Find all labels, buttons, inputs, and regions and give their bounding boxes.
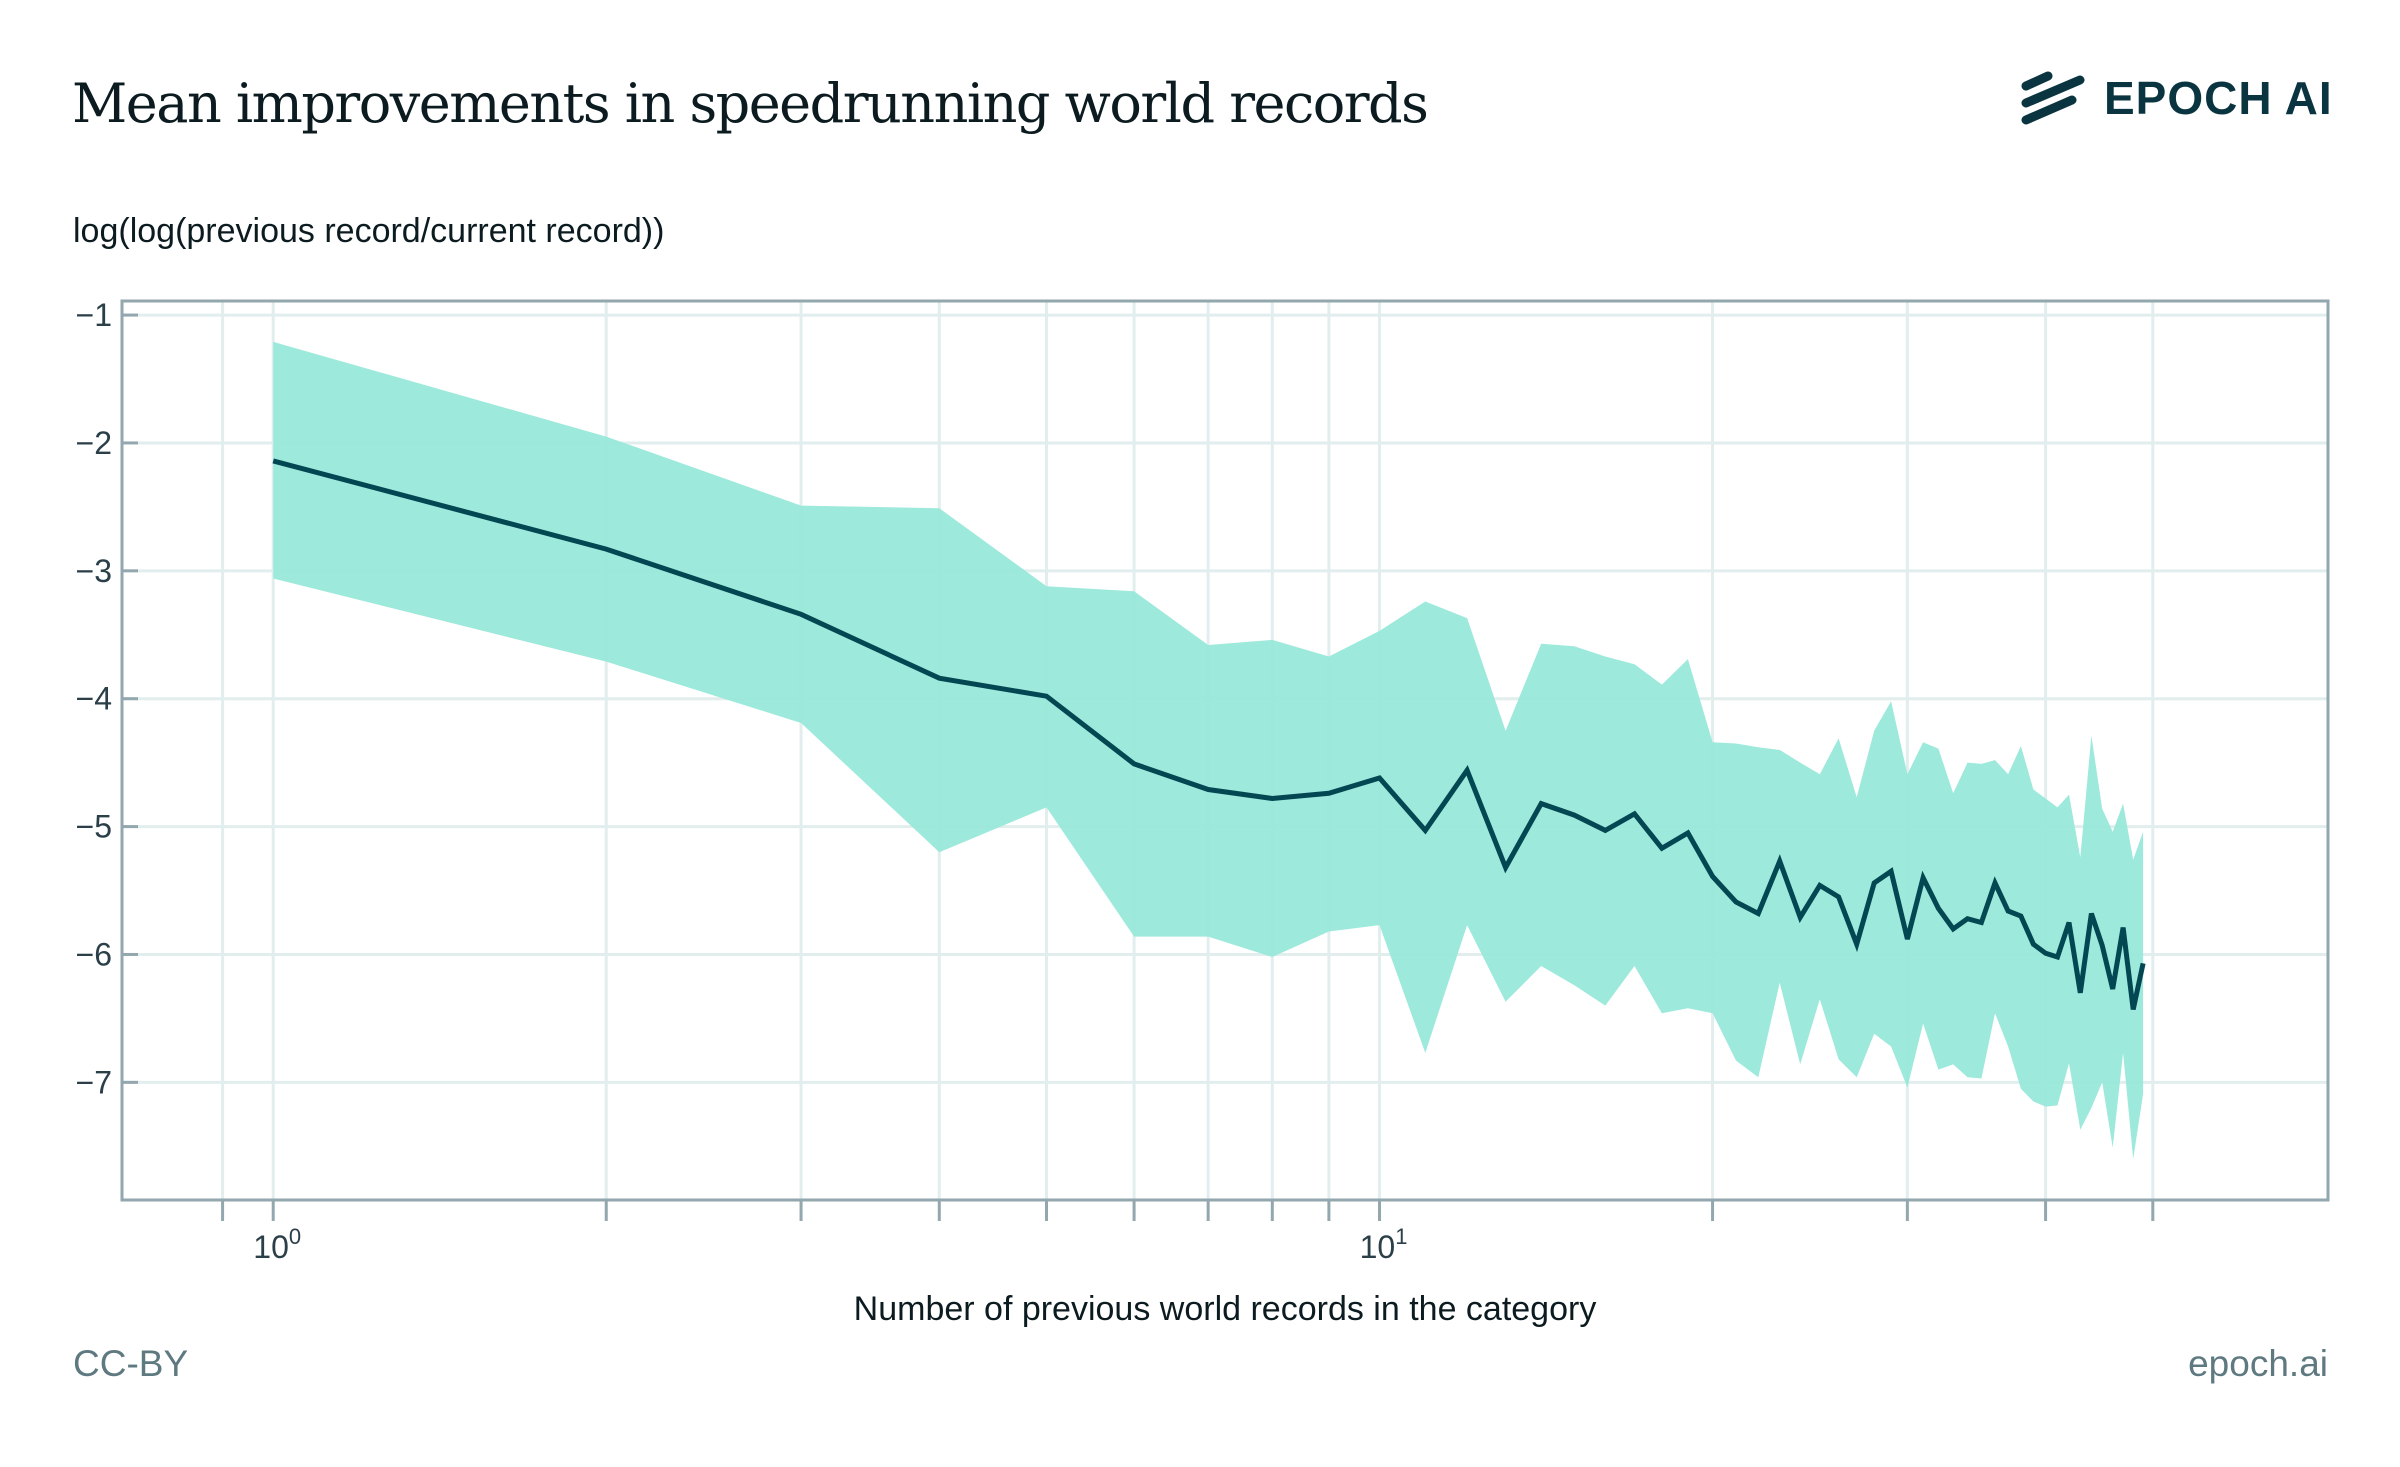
chart-title: Mean improvements in speedrunning world … <box>72 72 1429 135</box>
mean-point <box>2120 925 2126 931</box>
site-link[interactable]: epoch.ai <box>2188 1343 2328 1384</box>
mean-point <box>1904 936 1910 942</box>
y-tick-label: −2 <box>76 425 112 461</box>
mean-point <box>1131 761 1137 767</box>
mean-point <box>1836 894 1842 900</box>
mean-point <box>1733 899 1739 905</box>
mean-point <box>603 546 609 552</box>
mean-point <box>1817 882 1823 888</box>
mean-point <box>1755 911 1761 917</box>
epoch-stripes-icon <box>2021 71 2085 125</box>
y-tick-label: −7 <box>76 1064 112 1100</box>
epoch-ai-logo[interactable]: EPOCH AI <box>2020 70 2333 126</box>
x-tick-label: 101 <box>1360 1224 1408 1265</box>
mean-point <box>1871 880 1877 886</box>
confidence-band <box>273 341 2144 1160</box>
x-axis-label: Number of previous world records in the … <box>853 1290 1597 1328</box>
x-tick-label: 100 <box>253 1224 301 1265</box>
y-tick-label: −1 <box>76 297 112 333</box>
mean-point <box>1777 858 1783 864</box>
mean-point <box>1602 827 1608 833</box>
mean-point <box>1377 775 1383 781</box>
mean-point <box>1422 827 1428 833</box>
logo-text: EPOCH AI <box>2104 72 2333 124</box>
mean-point <box>1659 845 1665 851</box>
mean-point <box>1571 812 1577 818</box>
plot-frame <box>120 299 2330 1202</box>
mean-point <box>936 675 942 681</box>
mean-point <box>1710 873 1716 879</box>
y-tick-label: −6 <box>76 936 112 972</box>
mean-point <box>2018 913 2024 919</box>
mean-point <box>2088 911 2094 917</box>
y-axis-label: log(log(previous record/current record)) <box>73 212 665 250</box>
mean-line <box>272 458 2146 1011</box>
mean-point <box>2030 941 2036 947</box>
mean-point <box>2077 990 2083 996</box>
mean-point <box>2005 908 2011 914</box>
y-tick-label: −4 <box>76 681 112 717</box>
mean-point <box>1965 916 1971 922</box>
mean-point <box>1935 905 1941 911</box>
mean-point <box>1950 926 1956 932</box>
mean-point <box>1464 767 1470 773</box>
mean-point <box>1538 801 1544 807</box>
mean-point <box>1920 875 1926 881</box>
y-tick-label: −5 <box>76 809 112 845</box>
mean-point <box>1326 790 1332 796</box>
mean-point <box>1978 919 1984 925</box>
mean-point <box>2110 986 2116 992</box>
mean-point <box>2066 919 2072 925</box>
mean-point <box>2140 960 2146 966</box>
mean-point <box>2130 1006 2136 1012</box>
mean-point <box>798 611 804 617</box>
mean-point <box>2054 954 2060 960</box>
mean-point <box>1205 787 1211 793</box>
mean-point <box>1631 811 1637 817</box>
mean-point <box>2099 943 2105 949</box>
mean-point <box>1043 693 1049 699</box>
mean-point <box>1992 880 1998 886</box>
mean-point <box>1685 830 1691 836</box>
mean-point <box>1888 868 1894 874</box>
axis-ticks: −1 −2 −3 −4 −5 −6 −7 100 101 <box>76 297 2155 1265</box>
mean-point <box>270 458 276 464</box>
mean-point <box>2043 950 2049 956</box>
mean-point <box>1503 865 1509 871</box>
mean-point <box>1854 941 1860 947</box>
mean-point <box>1269 795 1275 801</box>
mean-point <box>1797 914 1803 920</box>
license-label: CC-BY <box>73 1343 189 1384</box>
y-tick-label: −3 <box>76 553 112 589</box>
